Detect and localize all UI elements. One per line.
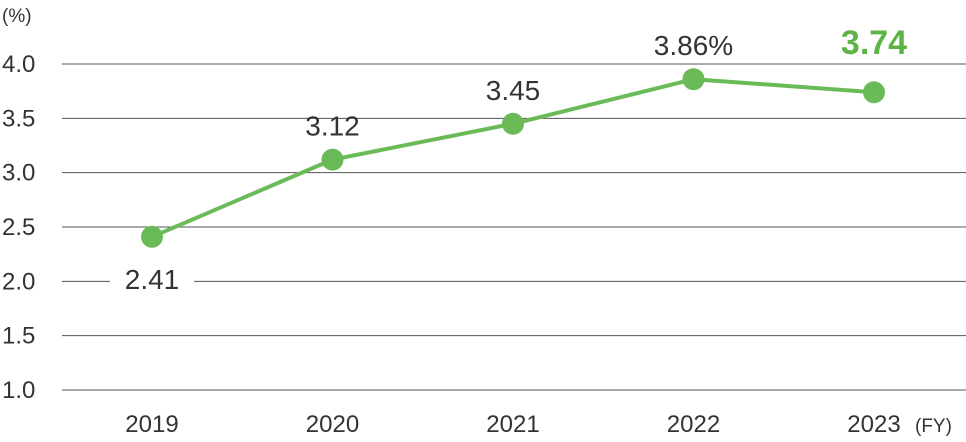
data-label: 3.45 [486, 75, 541, 106]
y-unit-label: (%) [2, 6, 32, 27]
x-tick-label: 2023 [847, 411, 900, 438]
y-tick-label: 1.0 [2, 377, 35, 404]
y-tick-label: 3.0 [2, 160, 35, 187]
x-unit-label: (FY) [915, 416, 952, 437]
data-label-backing [110, 262, 194, 297]
data-label: 3.12 [305, 111, 360, 142]
x-tick-label: 2019 [125, 411, 178, 438]
y-tick-label: 4.0 [2, 51, 35, 78]
y-tick-label: 3.5 [2, 105, 35, 132]
x-tick-label: 2020 [306, 411, 359, 438]
data-point [502, 112, 524, 135]
data-label: 2.41 [125, 264, 180, 295]
y-axis-ticks: 1.0 1.5 2.0 2.5 3.0 3.5 4.0 [2, 51, 35, 404]
data-point [321, 148, 344, 171]
x-tick-label: 2022 [667, 411, 720, 438]
data-label: 3.86% [654, 30, 733, 61]
data-label-highlight: 3.74 [841, 24, 907, 62]
data-points [141, 68, 885, 248]
data-labels: 2.41 3.12 3.45 3.86% 3.74 [110, 24, 907, 297]
y-tick-label: 2.0 [2, 268, 35, 295]
y-tick-label: 1.5 [2, 323, 35, 350]
y-tick-label: 2.5 [2, 214, 35, 241]
x-tick-label: 2021 [486, 411, 539, 438]
data-point [682, 68, 705, 91]
data-point [141, 225, 163, 248]
data-point [863, 81, 885, 104]
x-axis-ticks: 2019 2020 2021 2022 2023 [125, 411, 900, 438]
